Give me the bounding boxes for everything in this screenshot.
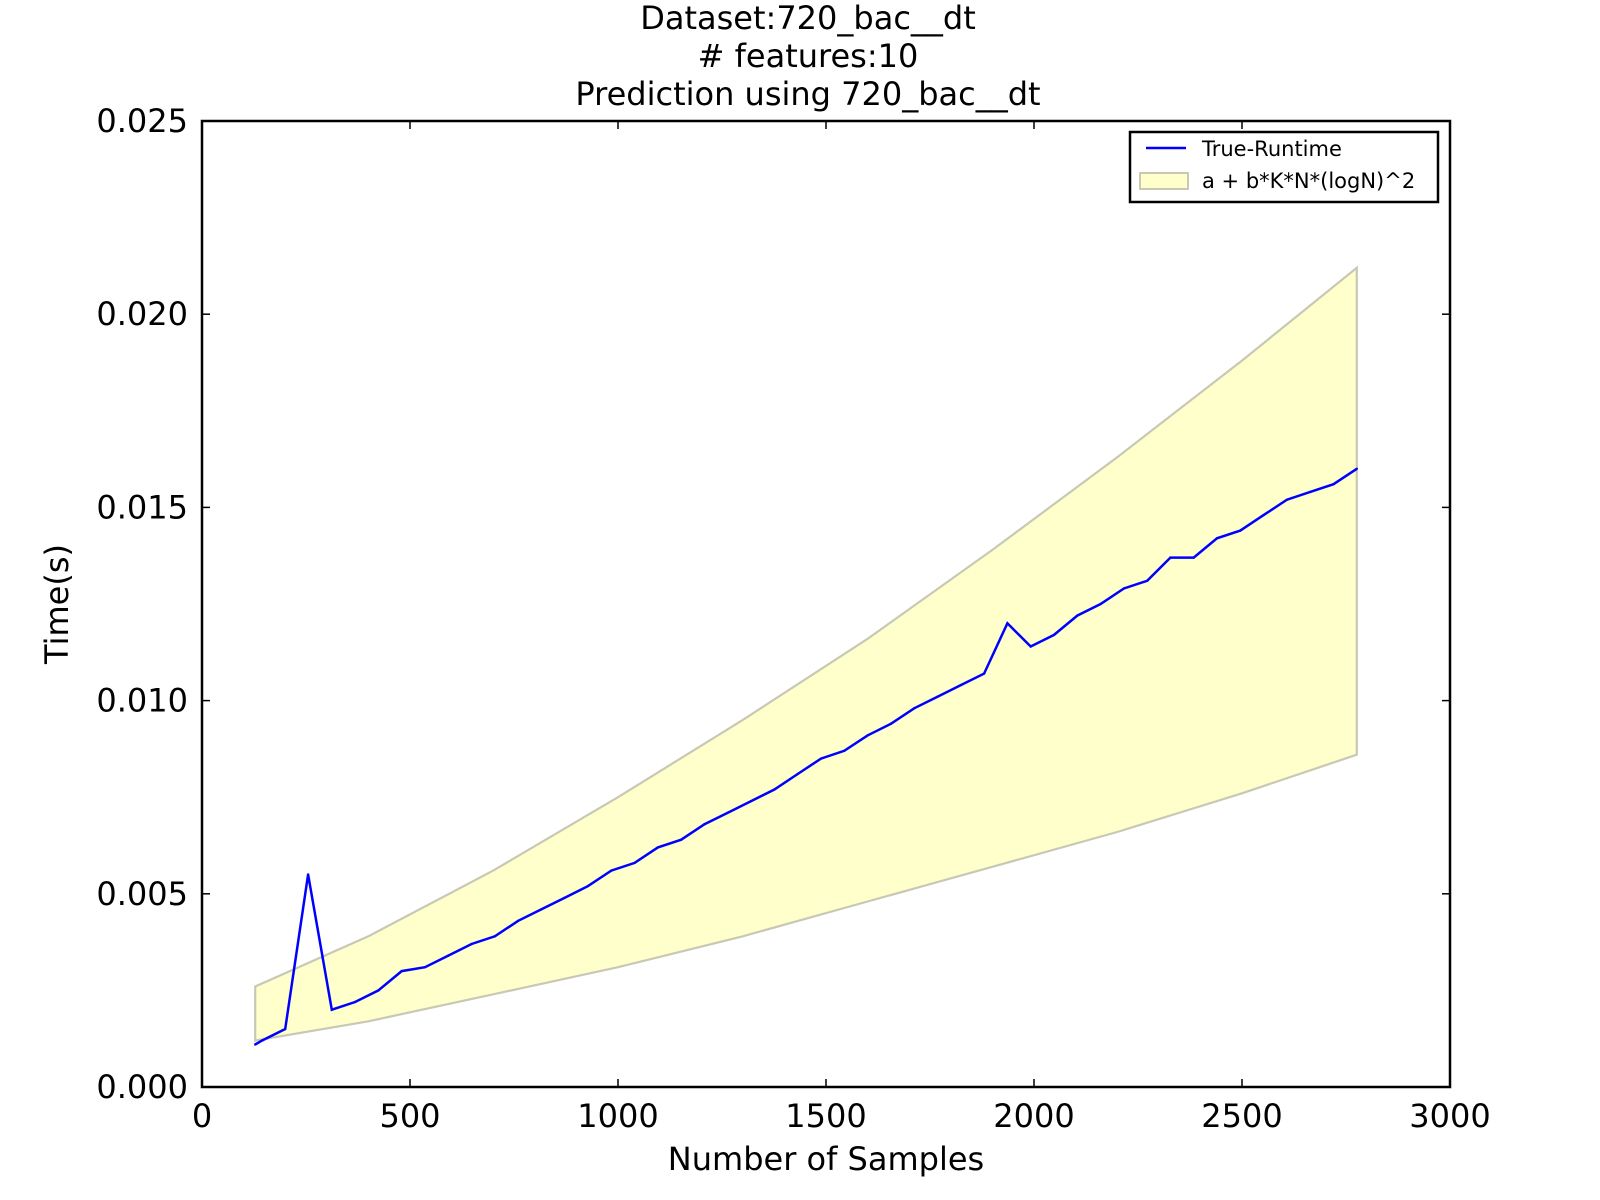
- data-point: [306, 873, 310, 876]
- data-point: [260, 1039, 264, 1042]
- data-point: [913, 707, 916, 710]
- data-point: [1029, 645, 1032, 648]
- data-point: [703, 823, 706, 826]
- x-tick-label: 1500: [785, 1097, 866, 1135]
- x-tick-label: 2000: [993, 1097, 1074, 1135]
- data-point: [1239, 529, 1242, 532]
- legend: True-Runtime a + b*K*N*(logN)^2: [1128, 130, 1440, 204]
- tick-layer: 0 500 1000 1500 2000 2500 3000 0.000 0.005 0.010 0…: [96, 102, 1490, 1135]
- data-point: [1122, 587, 1126, 590]
- legend-swatch-band: [1139, 172, 1189, 190]
- data-point: [1355, 467, 1359, 470]
- legend-box: [1128, 130, 1440, 204]
- data-point: [1006, 622, 1009, 625]
- band-layer: [254, 265, 1358, 1042]
- data-point: [1215, 537, 1219, 540]
- y-axis-label: Time(s): [38, 544, 76, 665]
- data-point: [540, 908, 543, 911]
- y-tick-label: 0.005: [96, 875, 188, 913]
- line-layer: [254, 467, 1359, 1046]
- data-point: [330, 1008, 333, 1011]
- data-point: [773, 788, 776, 791]
- data-point: [423, 966, 427, 969]
- data-point: [936, 695, 939, 698]
- y-tick-label: 0.020: [96, 295, 188, 333]
- data-point: [982, 672, 986, 675]
- data-point: [610, 869, 613, 872]
- data-point: [284, 1027, 287, 1031]
- data-point: [1332, 483, 1335, 486]
- data-point: [1052, 633, 1056, 637]
- data-point: [377, 989, 380, 992]
- data-point: [796, 772, 799, 776]
- y-tick-label: 0.010: [96, 682, 188, 720]
- data-point: [843, 749, 846, 752]
- data-point: [470, 942, 473, 946]
- data-point: [959, 683, 962, 687]
- data-point: [1285, 498, 1289, 501]
- data-point: [656, 846, 660, 849]
- y-tick-label: 0.000: [96, 1068, 188, 1106]
- x-tick-label: 2500: [1201, 1097, 1282, 1135]
- title-line-1: Dataset:720_bac__dt: [640, 0, 976, 37]
- data-point: [586, 884, 590, 888]
- plot-frame: [200, 119, 1452, 1089]
- data-point: [493, 935, 497, 938]
- data-point: [400, 969, 403, 973]
- data-point: [866, 734, 869, 737]
- data-point: [633, 861, 636, 865]
- y-tick-label: 0.025: [96, 102, 188, 140]
- data-point: [1169, 556, 1172, 559]
- data-point: [447, 954, 450, 957]
- x-tick-label: 3000: [1409, 1097, 1490, 1135]
- chart-title: Dataset:720_bac__dt # features:10 Predic…: [575, 0, 1040, 113]
- data-point: [726, 811, 729, 814]
- data-point: [517, 919, 520, 922]
- data-point: [680, 838, 683, 841]
- prediction-band: [254, 265, 1358, 1042]
- legend-label-true-runtime: True-Runtime: [1201, 137, 1342, 161]
- data-point: [1076, 614, 1079, 617]
- x-tick-label: 1000: [577, 1097, 658, 1135]
- x-tick-label: 0: [192, 1097, 212, 1135]
- data-point: [1309, 490, 1312, 494]
- data-point: [563, 896, 566, 899]
- title-line-2: # features:10: [698, 37, 919, 75]
- data-point: [889, 722, 893, 725]
- data-point: [1262, 513, 1265, 517]
- data-point: [353, 1000, 357, 1004]
- x-axis-label: Number of Samples: [668, 1140, 984, 1178]
- legend-label-band: a + b*K*N*(logN)^2: [1202, 169, 1415, 193]
- title-line-3: Prediction using 720_bac__dt: [575, 75, 1040, 113]
- data-point: [749, 799, 753, 803]
- data-point: [819, 757, 823, 760]
- data-point: [1146, 579, 1149, 582]
- data-point: [254, 1043, 257, 1046]
- data-point: [1192, 556, 1195, 559]
- x-tick-label: 500: [379, 1097, 440, 1135]
- data-point: [1099, 602, 1102, 606]
- y-tick-label: 0.015: [96, 488, 188, 526]
